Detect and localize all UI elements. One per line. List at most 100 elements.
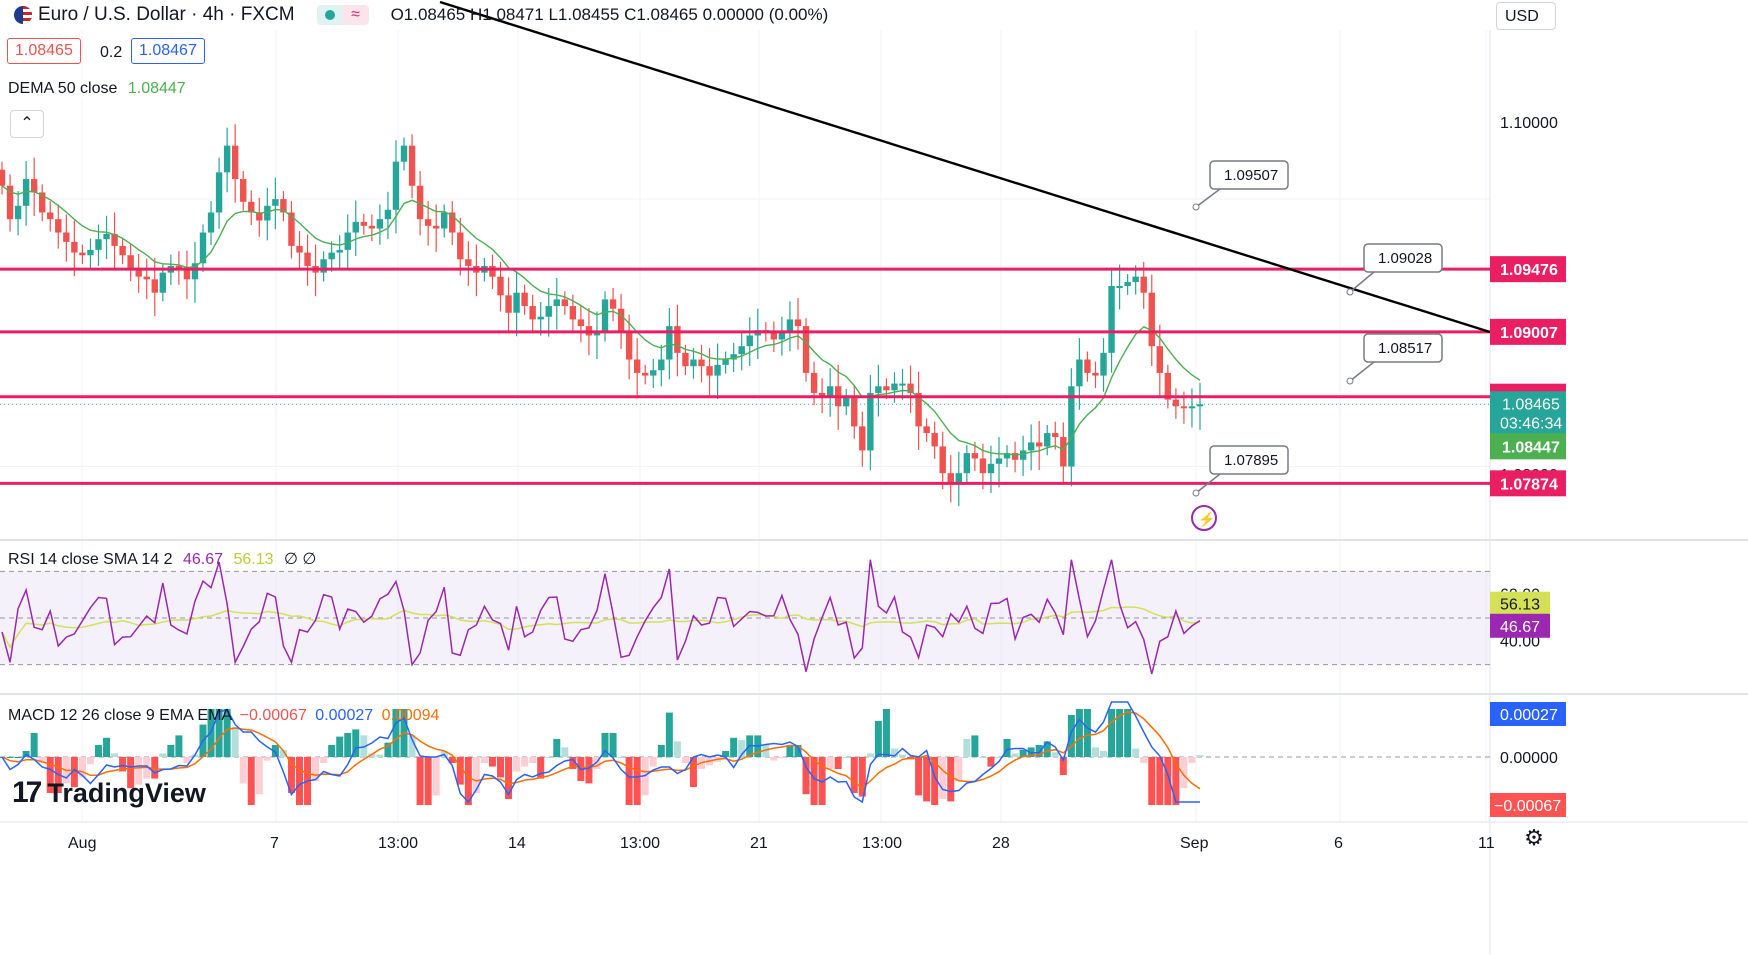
rsi-value-tag	[1490, 613, 1550, 638]
macd-histogram-bar	[673, 741, 681, 757]
macd-histogram-bar	[794, 745, 802, 757]
settings-gear-icon[interactable]: ⚙	[1524, 825, 1544, 850]
macd-legend[interactable]: MACD 12 26 close 9 EMA EMA −0.00067 0.00…	[8, 707, 439, 725]
chevron-up-icon: ⌃	[20, 115, 34, 132]
macd-histogram-bar	[344, 733, 352, 757]
macd-histogram-bar	[175, 735, 183, 757]
macd-histogram-bar	[416, 757, 424, 805]
macd-histogram-bar	[1156, 757, 1164, 805]
callout-pointer	[1349, 361, 1375, 382]
macd-histogram-bar	[1164, 757, 1172, 805]
market-status-badge[interactable]: ≈	[316, 5, 369, 25]
macd-histogram-bar	[1140, 757, 1148, 763]
candle-body	[111, 233, 118, 246]
tradingview-logo[interactable]: 17 TradingView	[12, 776, 206, 810]
rsi-extra: ∅ ∅	[283, 551, 317, 568]
time-axis-label: 21	[750, 835, 768, 852]
candle-body	[915, 392, 922, 427]
macd-hist-tag-value: −0.00067	[1494, 798, 1561, 815]
macd-signal-value: 0.00094	[381, 707, 440, 724]
candle-body	[947, 473, 954, 483]
macd-histogram-bar	[513, 757, 521, 772]
candle-body	[633, 359, 641, 373]
macd-histogram-bar	[1035, 745, 1043, 757]
macd-histogram-bar	[858, 757, 866, 797]
candle-body	[617, 308, 625, 333]
candle-body	[899, 383, 906, 386]
candle-body	[955, 473, 962, 483]
callout-anchor	[1346, 288, 1354, 296]
collapse-legend-button[interactable]: ⌃	[10, 110, 44, 138]
macd-histogram-bar	[1180, 757, 1188, 789]
macd-histogram-bar	[842, 757, 850, 758]
callout-anchor	[1192, 489, 1200, 497]
macd-histogram-bar	[103, 737, 111, 757]
symbol-title[interactable]: Euro / U.S. Dollar · 4h · FXCM	[38, 4, 295, 25]
candle-body	[240, 179, 247, 202]
logo-text: TradingView	[47, 777, 206, 808]
macd-histogram-bar	[633, 757, 641, 805]
macd-histogram-bar	[183, 757, 191, 763]
macd-histogram-bar	[890, 748, 898, 757]
candle-body	[55, 219, 62, 233]
time-axis-label: 13:00	[862, 835, 902, 852]
rsi-band	[0, 571, 1490, 665]
candle-body	[304, 252, 311, 266]
macd-histogram-bar	[601, 733, 609, 757]
candle-body	[1156, 346, 1163, 373]
macd-histogram-bar	[496, 757, 504, 778]
macd-histogram-bar	[866, 753, 874, 757]
macd-histogram-bar	[617, 757, 625, 758]
callout-anchor	[1346, 377, 1354, 385]
bid-price[interactable]: 1.08465	[7, 38, 81, 64]
macd-histogram-bar	[722, 751, 730, 757]
candle-body	[256, 212, 263, 221]
time-axis-label: 13:00	[378, 835, 418, 852]
macd-histogram-bar	[625, 757, 633, 805]
candle-body	[272, 199, 279, 206]
macd-histogram-bar	[6, 757, 14, 758]
candle-body	[30, 179, 38, 193]
macd-label: MACD 12 26 close 9 EMA EMA	[8, 707, 232, 724]
candle-body	[360, 221, 368, 226]
currency-selector[interactable]: USD	[1496, 2, 1556, 30]
macd-histogram-bar	[167, 745, 175, 757]
macd-histogram-bar	[456, 757, 464, 785]
candle-body	[650, 370, 657, 376]
macd-histogram-bar	[295, 757, 303, 805]
candle-body	[408, 145, 416, 186]
rsi-legend[interactable]: RSI 14 close SMA 14 2 46.67 56.13 ∅ ∅	[8, 549, 316, 569]
macd-histogram-bar	[127, 757, 135, 789]
macd-histogram-bar	[1011, 753, 1019, 757]
macd-histogram-bar	[1148, 757, 1156, 805]
candle-body	[505, 295, 512, 313]
dema-legend[interactable]: DEMA 50 close 1.08447	[8, 80, 186, 98]
macd-line	[1, 701, 1200, 804]
candle-body	[971, 453, 979, 459]
rsi-value: 46.67	[182, 551, 224, 568]
candle-body	[658, 359, 665, 371]
candle-body	[63, 232, 70, 242]
candle-body	[1116, 286, 1123, 288]
candle-body	[1092, 372, 1099, 376]
macd-histogram-bar	[30, 733, 38, 757]
macd-histogram-bar	[834, 757, 842, 769]
candle-body	[95, 239, 102, 250]
candle-body	[1027, 442, 1035, 451]
candle-body	[465, 259, 472, 266]
rsi-value-tag-value: 46.67	[1500, 619, 1540, 636]
macd-histogram-bar	[762, 745, 770, 757]
macd-histogram-bar	[537, 757, 545, 779]
ask-price[interactable]: 1.08467	[131, 38, 205, 64]
macd-histogram-bar	[1091, 747, 1099, 757]
candle-body	[553, 299, 560, 307]
candle-body	[545, 306, 552, 317]
flag-icon	[14, 6, 32, 24]
candle-body	[907, 383, 914, 393]
macd-histogram-bar	[810, 757, 818, 805]
macd-histogram-bar	[882, 709, 890, 757]
macd-histogram-bar	[681, 757, 689, 763]
macd-histogram-bar	[1043, 741, 1051, 757]
candle-body	[47, 212, 54, 220]
